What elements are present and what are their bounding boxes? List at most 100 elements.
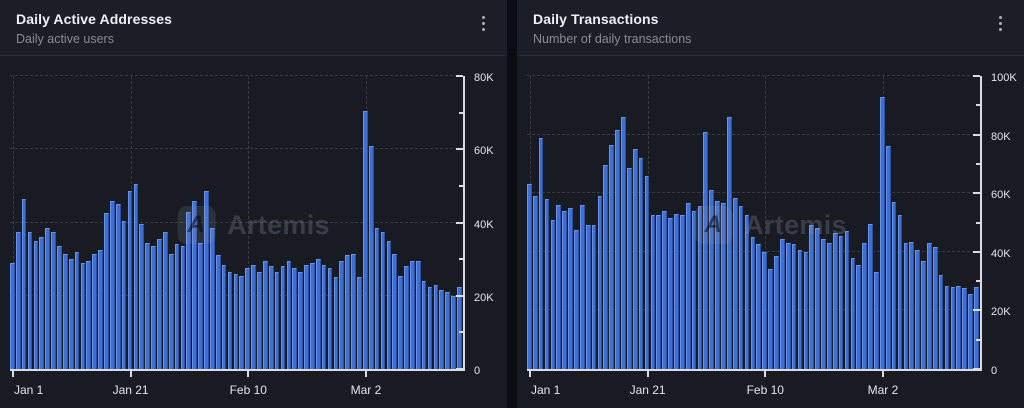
- bar[interactable]: [685, 203, 691, 369]
- bar[interactable]: [133, 184, 139, 369]
- bar[interactable]: [609, 144, 615, 369]
- bar[interactable]: [579, 204, 585, 369]
- bar[interactable]: [357, 277, 362, 369]
- bar[interactable]: [556, 204, 562, 369]
- bar[interactable]: [51, 231, 56, 369]
- bar[interactable]: [445, 292, 451, 369]
- bar[interactable]: [750, 237, 756, 369]
- bar[interactable]: [762, 251, 767, 369]
- bar[interactable]: [439, 290, 445, 369]
- bar[interactable]: [844, 231, 850, 369]
- bar[interactable]: [415, 260, 421, 369]
- bar[interactable]: [538, 137, 544, 369]
- bar[interactable]: [679, 215, 685, 369]
- bar[interactable]: [86, 260, 92, 369]
- bar[interactable]: [927, 243, 932, 369]
- bar[interactable]: [404, 266, 409, 369]
- bar[interactable]: [221, 264, 227, 369]
- bar[interactable]: [832, 232, 838, 369]
- bar[interactable]: [315, 259, 321, 369]
- bar[interactable]: [727, 117, 732, 369]
- bar[interactable]: [62, 253, 68, 369]
- bar[interactable]: [339, 260, 345, 369]
- bar[interactable]: [333, 277, 339, 369]
- bar[interactable]: [915, 250, 920, 369]
- bar[interactable]: [139, 224, 145, 369]
- bar[interactable]: [938, 275, 944, 369]
- bar[interactable]: [850, 257, 856, 369]
- bar[interactable]: [621, 117, 626, 369]
- bar[interactable]: [656, 215, 662, 369]
- bar[interactable]: [879, 96, 885, 369]
- bar[interactable]: [192, 200, 198, 369]
- bar[interactable]: [527, 184, 532, 369]
- bar[interactable]: [180, 246, 186, 369]
- bar[interactable]: [874, 272, 879, 369]
- bar[interactable]: [574, 229, 579, 369]
- bar[interactable]: [15, 231, 21, 369]
- bar[interactable]: [421, 281, 427, 369]
- bar[interactable]: [568, 207, 573, 369]
- bar[interactable]: [45, 228, 50, 369]
- bar[interactable]: [868, 223, 873, 369]
- bar[interactable]: [744, 215, 750, 369]
- bar[interactable]: [127, 191, 133, 369]
- bar[interactable]: [797, 250, 803, 369]
- bar[interactable]: [821, 238, 826, 369]
- bar[interactable]: [21, 198, 27, 369]
- bar[interactable]: [451, 295, 456, 369]
- bar[interactable]: [292, 268, 298, 369]
- bar[interactable]: [204, 191, 209, 369]
- bar[interactable]: [392, 253, 398, 369]
- bar[interactable]: [662, 210, 667, 369]
- bar[interactable]: [791, 244, 797, 369]
- bar[interactable]: [362, 110, 368, 369]
- bar[interactable]: [668, 218, 673, 369]
- bar[interactable]: [33, 240, 39, 369]
- bar[interactable]: [809, 225, 815, 369]
- bar[interactable]: [321, 264, 327, 369]
- chart-menu-button[interactable]: [476, 12, 491, 35]
- bar[interactable]: [862, 243, 867, 369]
- bar[interactable]: [115, 204, 121, 369]
- bar[interactable]: [827, 243, 832, 369]
- bar[interactable]: [721, 203, 726, 369]
- bar[interactable]: [774, 256, 779, 369]
- bar[interactable]: [368, 145, 374, 369]
- bar[interactable]: [157, 238, 162, 369]
- bar[interactable]: [245, 268, 250, 369]
- bar[interactable]: [268, 266, 274, 369]
- bar[interactable]: [345, 255, 350, 369]
- bar[interactable]: [410, 260, 415, 369]
- bar[interactable]: [186, 211, 192, 369]
- bar[interactable]: [433, 284, 439, 369]
- bar[interactable]: [544, 199, 550, 369]
- bar[interactable]: [57, 246, 62, 369]
- bar[interactable]: [280, 266, 286, 369]
- bar[interactable]: [603, 165, 609, 369]
- bar[interactable]: [885, 146, 891, 369]
- bar[interactable]: [351, 253, 356, 369]
- bar[interactable]: [738, 206, 744, 369]
- bar[interactable]: [838, 235, 844, 369]
- bar[interactable]: [891, 202, 897, 369]
- bar[interactable]: [374, 228, 380, 369]
- bar[interactable]: [257, 271, 262, 369]
- bar[interactable]: [785, 243, 791, 369]
- bar[interactable]: [715, 200, 720, 369]
- bar[interactable]: [550, 219, 556, 369]
- bar[interactable]: [233, 273, 239, 369]
- bar[interactable]: [121, 220, 127, 369]
- bar[interactable]: [286, 260, 292, 369]
- bar[interactable]: [532, 196, 538, 369]
- bar[interactable]: [803, 251, 809, 369]
- bar[interactable]: [756, 244, 762, 369]
- bar[interactable]: [897, 215, 903, 369]
- bar[interactable]: [779, 238, 785, 369]
- bar[interactable]: [215, 255, 221, 369]
- bar[interactable]: [145, 242, 150, 369]
- bar[interactable]: [210, 228, 215, 369]
- bar[interactable]: [974, 286, 979, 369]
- bar[interactable]: [380, 231, 386, 369]
- bar[interactable]: [732, 197, 738, 369]
